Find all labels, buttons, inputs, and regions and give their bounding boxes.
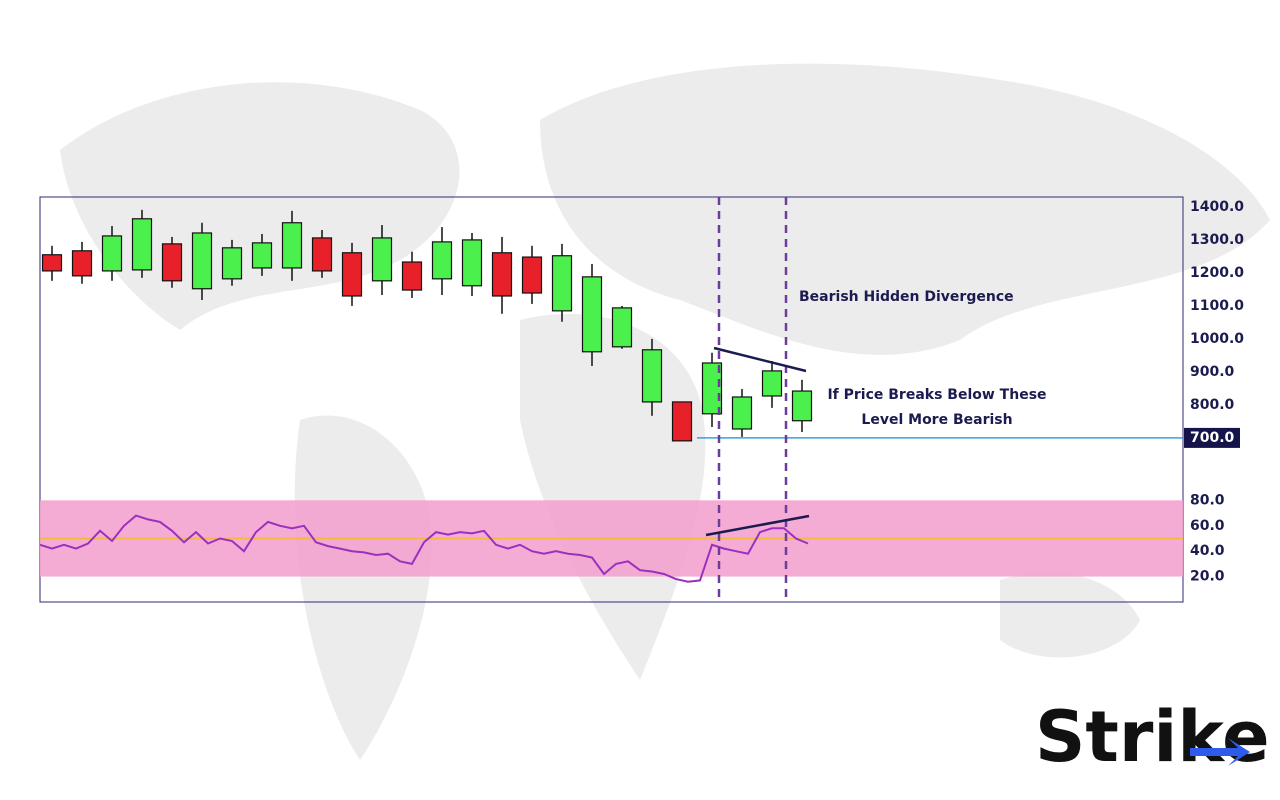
world-map [60, 63, 1270, 760]
candle-body [191, 232, 213, 290]
y-tick-label: 900.0 [1190, 364, 1235, 380]
logo-arrow [1190, 738, 1250, 766]
candle-body [251, 242, 273, 269]
y-tick-label: 800.0 [1190, 397, 1235, 413]
y-tick-label: 60.0 [1190, 518, 1225, 534]
rsi-panel: 20.0 40.0 60.0 80.0 [39, 492, 1225, 585]
candle-body [701, 362, 723, 415]
annotation: If Price Breaks Below These [827, 387, 1046, 403]
y-tick-label: 1200.0 [1190, 265, 1244, 281]
rsi-line [39, 514, 809, 583]
plot-frame [39, 196, 1184, 603]
annotation: Bearish Hidden Divergence [799, 289, 1014, 305]
candle-body [131, 218, 153, 271]
candle-body [161, 243, 183, 282]
candle-body [461, 239, 483, 287]
candle-body [791, 390, 813, 422]
candle-body [71, 250, 93, 277]
price-trendline [713, 346, 807, 373]
candle-body [371, 237, 393, 282]
candle-body [491, 252, 513, 297]
annotation: Level More Bearish [861, 412, 1012, 428]
candle-body [611, 307, 633, 348]
logo: Strike [1035, 696, 1270, 778]
candle-body [731, 396, 753, 430]
candle-body [431, 241, 453, 280]
y-tick-label: 1000.0 [1190, 331, 1244, 347]
candle-body [671, 401, 693, 442]
y-tick-label: 1300.0 [1190, 232, 1244, 248]
candle-body [101, 235, 123, 272]
candle-body [281, 222, 303, 269]
y-tick-label: 700.0 [1190, 430, 1235, 446]
price-panel: 700.0 800.0 900.0 1000.0 1100.0 1200.0 1300.0 1… [41, 199, 1244, 448]
y-tick-label: 1400.0 [1190, 199, 1244, 215]
candle-body [551, 255, 573, 312]
y-tick-label: 1100.0 [1190, 298, 1244, 314]
rsi-trendline [705, 514, 810, 537]
candle-body [761, 370, 783, 397]
tick-highlight [1184, 427, 1240, 448]
candle-body [311, 237, 333, 272]
candle-body [641, 349, 663, 403]
candle-body [581, 276, 603, 353]
candle-body [521, 256, 543, 294]
candle-body [341, 252, 363, 297]
y-tick-label: 20.0 [1190, 569, 1225, 585]
candle-body [221, 247, 243, 280]
candle-body [401, 261, 423, 291]
y-tick-label: 40.0 [1190, 543, 1225, 559]
candle-body [41, 254, 63, 272]
y-tick-label: 80.0 [1190, 492, 1225, 508]
